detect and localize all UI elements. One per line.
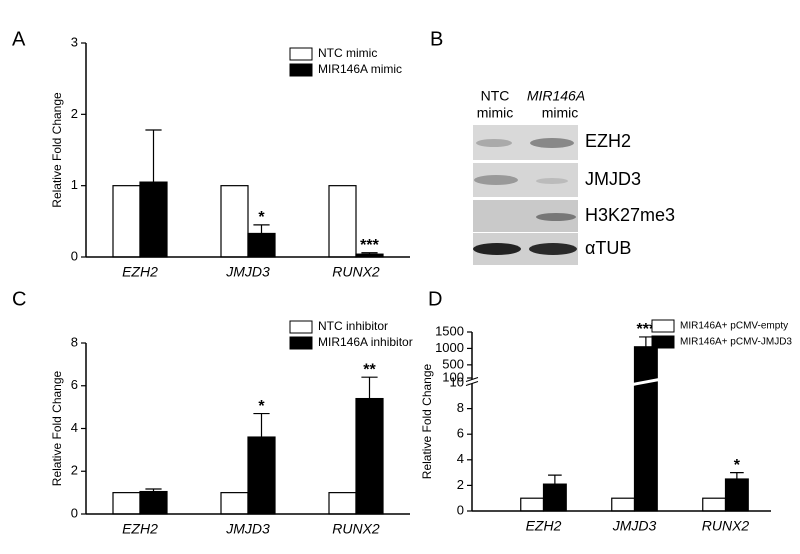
y-tick-label: 6	[457, 426, 464, 441]
axis-break	[466, 379, 478, 384]
bar	[328, 185, 357, 258]
error-bar	[639, 336, 653, 347]
band	[474, 175, 518, 185]
row-label: EZH2	[585, 131, 631, 151]
bar-break-mark	[632, 378, 660, 386]
western-blot: B NTC mimic MIR146A mimic EZH2 JMJD3 H3K…	[430, 28, 675, 265]
bar	[112, 492, 141, 515]
panel-label: B	[430, 28, 443, 50]
y-tick-label: 4	[457, 451, 464, 466]
y-tick-label: 3	[71, 34, 78, 49]
y-tick-label: 6	[71, 377, 78, 392]
legend-swatch	[289, 47, 313, 61]
bar	[220, 492, 249, 515]
bar	[247, 232, 276, 258]
bar	[724, 478, 749, 512]
band	[536, 213, 576, 221]
bar	[702, 497, 727, 512]
error-bar	[145, 488, 162, 492]
y-axis-label: Relative Fold Change	[50, 370, 64, 486]
legend-label: MIR146A+ pCMV-empty	[680, 321, 788, 332]
error-bar	[730, 472, 744, 479]
legend-label: MIR146A inhibitor	[318, 335, 413, 349]
y-tick-label: 1	[71, 177, 78, 192]
y-axis-label: Relative Fold Change	[50, 92, 64, 208]
legend-label: MIR146A mimic	[318, 62, 402, 76]
band	[476, 139, 512, 147]
x-tick-label: RUNX2	[332, 521, 380, 537]
y-tick-label: 2	[457, 477, 464, 492]
bar	[247, 436, 276, 515]
x-tick-label: RUNX2	[332, 264, 380, 280]
error-bar	[361, 252, 378, 255]
significance: ***	[360, 237, 379, 254]
bar	[328, 492, 357, 515]
y-tick-label: 4	[71, 420, 78, 435]
legend-swatch	[289, 63, 313, 77]
significance: *	[734, 457, 741, 474]
y-tick-label: 10	[450, 374, 464, 389]
column-label: NTC	[481, 88, 510, 104]
legend-swatch	[289, 320, 313, 334]
y-tick-label: 100	[442, 369, 464, 384]
row-label: αTUB	[585, 238, 631, 258]
y-tick-label: 0	[71, 248, 78, 263]
x-tick-label: JMJD3	[225, 521, 270, 537]
legend-label: MIR146A+ pCMV-JMJD3	[680, 337, 792, 348]
bar	[611, 497, 636, 512]
significance: **	[363, 361, 376, 378]
panel-label: D	[428, 288, 442, 310]
band	[473, 243, 521, 255]
error-bar	[253, 412, 270, 438]
bar	[112, 185, 141, 258]
error-bar	[548, 474, 562, 485]
legend-swatch	[289, 336, 313, 350]
column-label: MIR146A	[527, 88, 585, 104]
y-tick-label: 1500	[435, 323, 464, 338]
bar	[542, 483, 567, 512]
panel-label: C	[12, 288, 26, 310]
row-label: JMJD3	[585, 169, 641, 189]
row-label: H3K27me3	[585, 205, 675, 225]
bar	[139, 490, 168, 515]
x-tick-label: JMJD3	[612, 518, 657, 534]
panel-label: A	[12, 28, 26, 50]
y-tick-label: 0	[71, 505, 78, 520]
y-tick-label: 8	[457, 400, 464, 415]
legend-label: NTC mimic	[318, 46, 377, 60]
y-tick-label: 8	[71, 334, 78, 349]
x-tick-label: EZH2	[122, 264, 158, 280]
y-tick-label: 2	[71, 106, 78, 121]
band	[536, 178, 568, 184]
x-tick-label: JMJD3	[225, 264, 270, 280]
legend-label: NTC inhibitor	[318, 319, 388, 333]
column-label: mimic	[477, 105, 514, 121]
bar	[220, 185, 249, 258]
significance: ***	[637, 321, 656, 338]
legend-swatch	[651, 335, 675, 349]
significance: *	[258, 398, 265, 415]
error-bar	[361, 376, 378, 399]
error-bar	[145, 129, 162, 183]
y-tick-label: 2	[71, 463, 78, 478]
bar	[355, 397, 384, 515]
bar	[633, 346, 658, 512]
x-tick-label: EZH2	[122, 521, 158, 537]
bar	[520, 497, 545, 512]
x-tick-label: RUNX2	[702, 518, 750, 534]
y-tick-label: 0	[457, 502, 464, 517]
legend-swatch	[651, 319, 675, 333]
axis-break-mark	[465, 377, 479, 386]
band	[529, 243, 577, 255]
column-label: mimic	[542, 105, 579, 121]
significance: *	[258, 209, 265, 226]
x-tick-label: EZH2	[526, 518, 562, 534]
band	[530, 138, 574, 148]
y-axis-label: Relative Fold Change	[420, 363, 434, 479]
error-bar	[253, 224, 270, 234]
y-tick-label: 500	[442, 356, 464, 371]
y-tick-label: 1000	[435, 340, 464, 355]
bar	[139, 181, 168, 258]
